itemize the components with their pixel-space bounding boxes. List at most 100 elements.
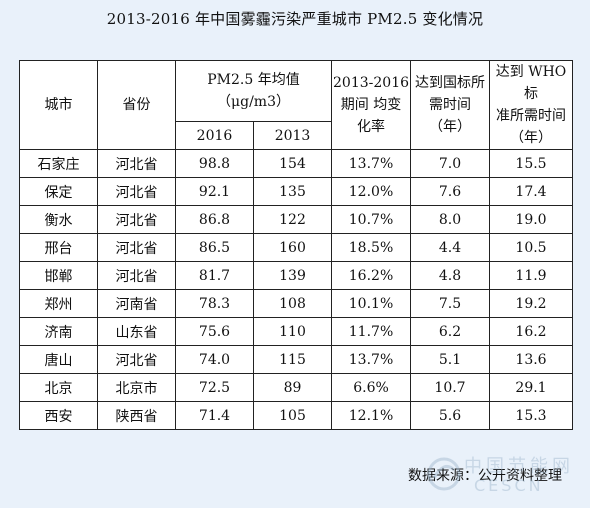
cell-who: 29.1: [489, 373, 574, 402]
cell-national: 7.5: [410, 289, 491, 318]
header-change-line1: 2013-2016: [333, 75, 410, 91]
table-row: 石家庄 河北省 98.8 154 13.7% 7.0 15.5: [19, 149, 574, 178]
header-pm25-line2: （μg/m3）: [217, 94, 290, 111]
cell-province: 北京市: [97, 373, 176, 402]
cell-pm2016: 92.1: [175, 177, 254, 206]
cell-pm2013: 105: [252, 401, 333, 430]
cell-pm2013: 110: [252, 317, 333, 346]
cell-national: 7.6: [410, 177, 491, 206]
cell-city: 石家庄: [19, 149, 98, 178]
table-row: 邯郸 河北省 81.7 139 16.2% 4.8 11.9: [19, 261, 574, 290]
cell-province: 河南省: [97, 289, 176, 318]
header-who: 达到 WHO标 准所需时间 （年）: [489, 60, 574, 150]
cell-change: 11.7%: [331, 317, 412, 346]
cell-pm2013: 89: [252, 373, 333, 402]
header-change: 2013-2016 期间 均变 化率: [331, 60, 412, 150]
data-source-note: 数据来源：公开资料整理: [408, 468, 562, 484]
header-who-line3: （年）: [510, 130, 553, 146]
table-row: 邢台 河北省 86.5 160 18.5% 4.4 10.5: [19, 233, 574, 262]
header-pm25-line1: PM2.5 年均值: [207, 72, 300, 89]
header-pm25: PM2.5 年均值 （μg/m3）: [174, 59, 333, 123]
table-body: 石家庄 河北省 98.8 154 13.7% 7.0 15.5 保定 河北省 9…: [19, 149, 574, 430]
cell-pm2016: 72.5: [175, 373, 254, 402]
cell-who: 17.4: [489, 177, 574, 206]
cell-pm2016: 98.8: [175, 149, 254, 178]
header-who-line2: 准所需时间: [496, 108, 567, 124]
header-national-line3: （年）: [429, 119, 472, 135]
cell-change: 12.1%: [331, 401, 412, 430]
cell-pm2016: 78.3: [175, 289, 254, 318]
cell-city: 邯郸: [19, 261, 98, 290]
cell-city: 衡水: [19, 205, 98, 234]
cell-province: 河北省: [97, 205, 176, 234]
header-national-line1: 达到国标所: [415, 75, 486, 91]
header-2016: 2016: [175, 121, 254, 150]
cell-pm2013: 154: [252, 149, 333, 178]
cell-province: 山东省: [97, 317, 176, 346]
cell-who: 11.9: [489, 261, 574, 290]
cell-pm2016: 75.6: [175, 317, 254, 346]
cell-province: 河北省: [97, 261, 176, 290]
table-row: 郑州 河南省 78.3 108 10.1% 7.5 19.2: [19, 289, 574, 318]
cell-who: 19.0: [489, 205, 574, 234]
table-header: 城市 省份 PM2.5 年均值 （μg/m3） 2013-2016 期间 均变 …: [19, 59, 574, 150]
cell-change: 10.7%: [331, 205, 412, 234]
cell-city: 北京: [19, 373, 98, 402]
cell-who: 19.2: [489, 289, 574, 318]
cell-pm2013: 108: [252, 289, 333, 318]
cell-pm2013: 115: [252, 345, 333, 374]
cell-change: 12.0%: [331, 177, 412, 206]
table-row: 衡水 河北省 86.8 122 10.7% 8.0 19.0: [19, 205, 574, 234]
table-row: 西安 陕西省 71.4 105 12.1% 5.6 15.3: [19, 401, 574, 430]
cell-change: 16.2%: [331, 261, 412, 290]
cell-national: 5.6: [410, 401, 491, 430]
cell-national: 8.0: [410, 205, 491, 234]
cell-who: 10.5: [489, 233, 574, 262]
cell-pm2013: 139: [252, 261, 333, 290]
cell-change: 6.6%: [331, 373, 412, 402]
cell-change: 18.5%: [331, 233, 412, 262]
cell-city: 西安: [19, 401, 98, 430]
table-title: 2013-2016 年中国雾霾污染严重城市 PM2.5 变化情况: [106, 10, 484, 28]
cell-who: 15.3: [489, 401, 574, 430]
cell-pm2013: 122: [252, 205, 333, 234]
cell-pm2013: 135: [252, 177, 333, 206]
cell-city: 保定: [19, 177, 98, 206]
header-change-line2: 期间 均变: [340, 97, 402, 113]
cell-national: 6.2: [410, 317, 491, 346]
cell-province: 河北省: [97, 149, 176, 178]
pm25-table: 城市 省份 PM2.5 年均值 （μg/m3） 2013-2016 期间 均变 …: [19, 59, 574, 430]
cell-province: 河北省: [97, 233, 176, 262]
header-change-line3: 化率: [357, 119, 386, 135]
cell-province: 河北省: [97, 345, 176, 374]
cell-national: 5.1: [410, 345, 491, 374]
cell-city: 济南: [19, 317, 98, 346]
cell-who: 13.6: [489, 345, 574, 374]
cell-pm2013: 160: [252, 233, 333, 262]
header-national-line2: 需时间: [429, 97, 472, 113]
table-row: 唐山 河北省 74.0 115 13.7% 5.1 13.6: [19, 345, 574, 374]
cell-change: 13.7%: [331, 149, 412, 178]
header-province: 省份: [97, 60, 176, 150]
cell-who: 15.5: [489, 149, 574, 178]
cell-national: 4.8: [410, 261, 491, 290]
cell-pm2016: 86.5: [175, 233, 254, 262]
table-row: 济南 山东省 75.6 110 11.7% 6.2 16.2: [19, 317, 574, 346]
cell-city: 郑州: [19, 289, 98, 318]
cell-national: 10.7: [410, 373, 491, 402]
header-who-line1: 达到 WHO标: [495, 64, 567, 102]
header-2013: 2013: [252, 121, 333, 150]
cell-pm2016: 86.8: [175, 205, 254, 234]
cell-national: 7.0: [410, 149, 491, 178]
cell-city: 邢台: [19, 233, 98, 262]
cell-national: 4.4: [410, 233, 491, 262]
table-row: 保定 河北省 92.1 135 12.0% 7.6 17.4: [19, 177, 574, 206]
cell-who: 16.2: [489, 317, 574, 346]
cell-pm2016: 71.4: [175, 401, 254, 430]
cell-pm2016: 81.7: [175, 261, 254, 290]
cell-province: 河北省: [97, 177, 176, 206]
cell-change: 10.1%: [331, 289, 412, 318]
header-national: 达到国标所 需时间 （年）: [410, 60, 491, 150]
cell-change: 13.7%: [331, 345, 412, 374]
cell-city: 唐山: [19, 345, 98, 374]
